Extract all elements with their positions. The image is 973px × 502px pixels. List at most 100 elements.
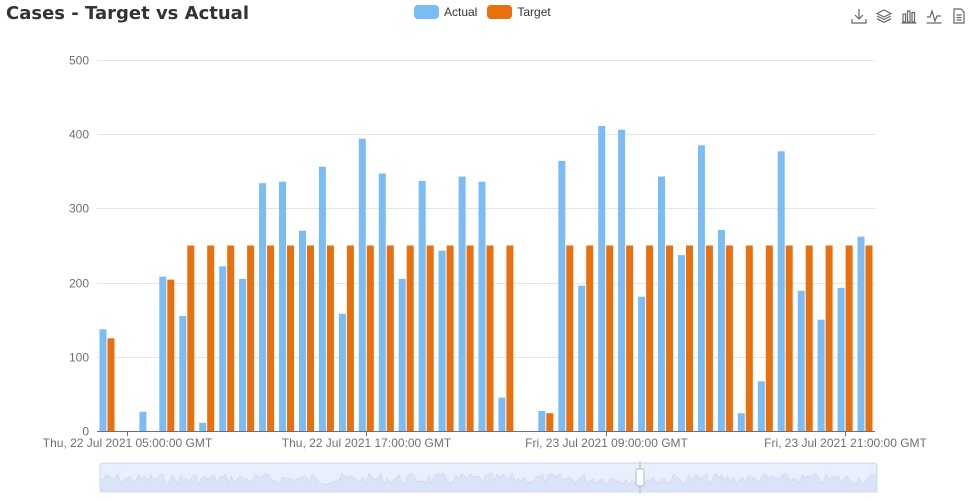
legend-item-target[interactable]: Target [487, 5, 551, 19]
bar-target [865, 245, 873, 431]
y-tick-label: 0 [82, 425, 89, 439]
bar-actual [398, 278, 406, 431]
bar-target [646, 245, 654, 431]
bar-target [187, 245, 195, 431]
bar-target [366, 245, 374, 431]
toolbox [851, 8, 967, 24]
data-view-icon[interactable] [951, 8, 967, 24]
bar-actual [618, 129, 626, 431]
bar-actual [777, 151, 785, 432]
bar-actual [478, 181, 486, 431]
y-tick-label: 400 [69, 128, 89, 142]
bar-actual [418, 180, 426, 431]
bar-target [805, 245, 813, 431]
bar-actual [438, 250, 446, 431]
download-icon[interactable] [851, 8, 867, 24]
bar-actual [259, 183, 267, 431]
bar-target [506, 245, 514, 431]
bar-actual [638, 296, 646, 431]
stack-icon[interactable] [876, 8, 892, 24]
x-tick-label: Thu, 22 Jul 2021 17:00:00 GMT [282, 436, 452, 450]
zoom-preview-area [99, 472, 878, 493]
bar-target [446, 245, 454, 431]
bar-target [406, 245, 414, 431]
bar-actual [717, 229, 725, 431]
bar-actual [358, 138, 366, 431]
bar-actual [239, 278, 247, 431]
bar-actual [139, 411, 147, 431]
bar-target [725, 245, 733, 431]
bar-actual [857, 236, 865, 431]
chart-title: Cases - Target vs Actual [6, 3, 249, 24]
bar-target [825, 245, 833, 431]
bar-target [386, 245, 394, 431]
y-tick-label: 200 [69, 277, 89, 291]
bar-target [267, 245, 275, 431]
bar-actual [99, 329, 107, 431]
bar-target [426, 245, 434, 431]
bar-target [247, 245, 255, 431]
bar-target [466, 245, 474, 431]
bar-actual [558, 160, 566, 431]
bar-target [566, 245, 574, 431]
bar-target [307, 245, 314, 431]
bar-actual [658, 176, 665, 431]
y-tick-label: 300 [69, 202, 89, 216]
legend-item-actual[interactable]: Actual [414, 5, 477, 19]
bar-target [207, 245, 215, 431]
bar-actual [299, 230, 306, 431]
bar-actual [757, 381, 765, 431]
line-chart-icon[interactable] [926, 8, 942, 24]
bars [99, 126, 873, 432]
bar-target [546, 413, 554, 431]
bar-target [785, 245, 793, 431]
bar-actual [179, 316, 187, 431]
bar-actual [737, 413, 745, 431]
bar-target [705, 245, 713, 431]
bar-target [586, 245, 594, 431]
bar-actual [797, 290, 805, 431]
zoom-handle [635, 468, 645, 487]
y-tick-label: 500 [69, 54, 89, 68]
y-axis: 0 100 200 300 400 500 [69, 54, 89, 439]
bar-target [346, 245, 354, 431]
bar-target [486, 245, 494, 431]
bar-actual [199, 422, 207, 431]
legend: Actual Target [414, 5, 551, 19]
bar-target [326, 245, 334, 431]
zoom-selected-range [100, 463, 877, 492]
bar-actual [378, 173, 386, 431]
bar-actual [598, 126, 606, 431]
x-axis: Thu, 22 Jul 2021 05:00:00 GMT Thu, 22 Jul… [43, 431, 928, 450]
bar-chart-icon[interactable] [901, 8, 917, 24]
bar-actual [458, 176, 466, 431]
legend-label-actual: Actual [444, 5, 478, 19]
bar-target [287, 245, 294, 431]
bar-actual [837, 287, 845, 431]
bar-actual [538, 411, 546, 431]
bar-target [606, 245, 614, 431]
x-tick-label: Fri, 23 Jul 2021 21:00:00 GMT [764, 436, 927, 450]
bar-target [626, 245, 634, 431]
legend-label-target: Target [517, 5, 551, 19]
bar-actual [678, 255, 685, 431]
bar-actual [159, 276, 167, 431]
bar-actual [318, 166, 326, 432]
bar-actual [219, 266, 227, 431]
legend-swatch-actual [414, 5, 439, 19]
y-tick-label: 100 [69, 351, 89, 365]
bar-target [107, 338, 115, 432]
bar-target [845, 245, 853, 431]
bar-target [167, 279, 175, 431]
bar-target [227, 245, 235, 431]
bar-actual [578, 285, 586, 431]
data-zoom-slider[interactable] [99, 461, 878, 494]
x-tick-label: Fri, 23 Jul 2021 09:00:00 GMT [525, 436, 688, 450]
bar-actual [279, 181, 286, 431]
bar-target [765, 245, 773, 431]
bar-actual [697, 145, 705, 432]
x-tick-label: Thu, 22 Jul 2021 05:00:00 GMT [43, 436, 213, 450]
bar-actual [498, 397, 506, 431]
legend-swatch-target [487, 5, 513, 19]
